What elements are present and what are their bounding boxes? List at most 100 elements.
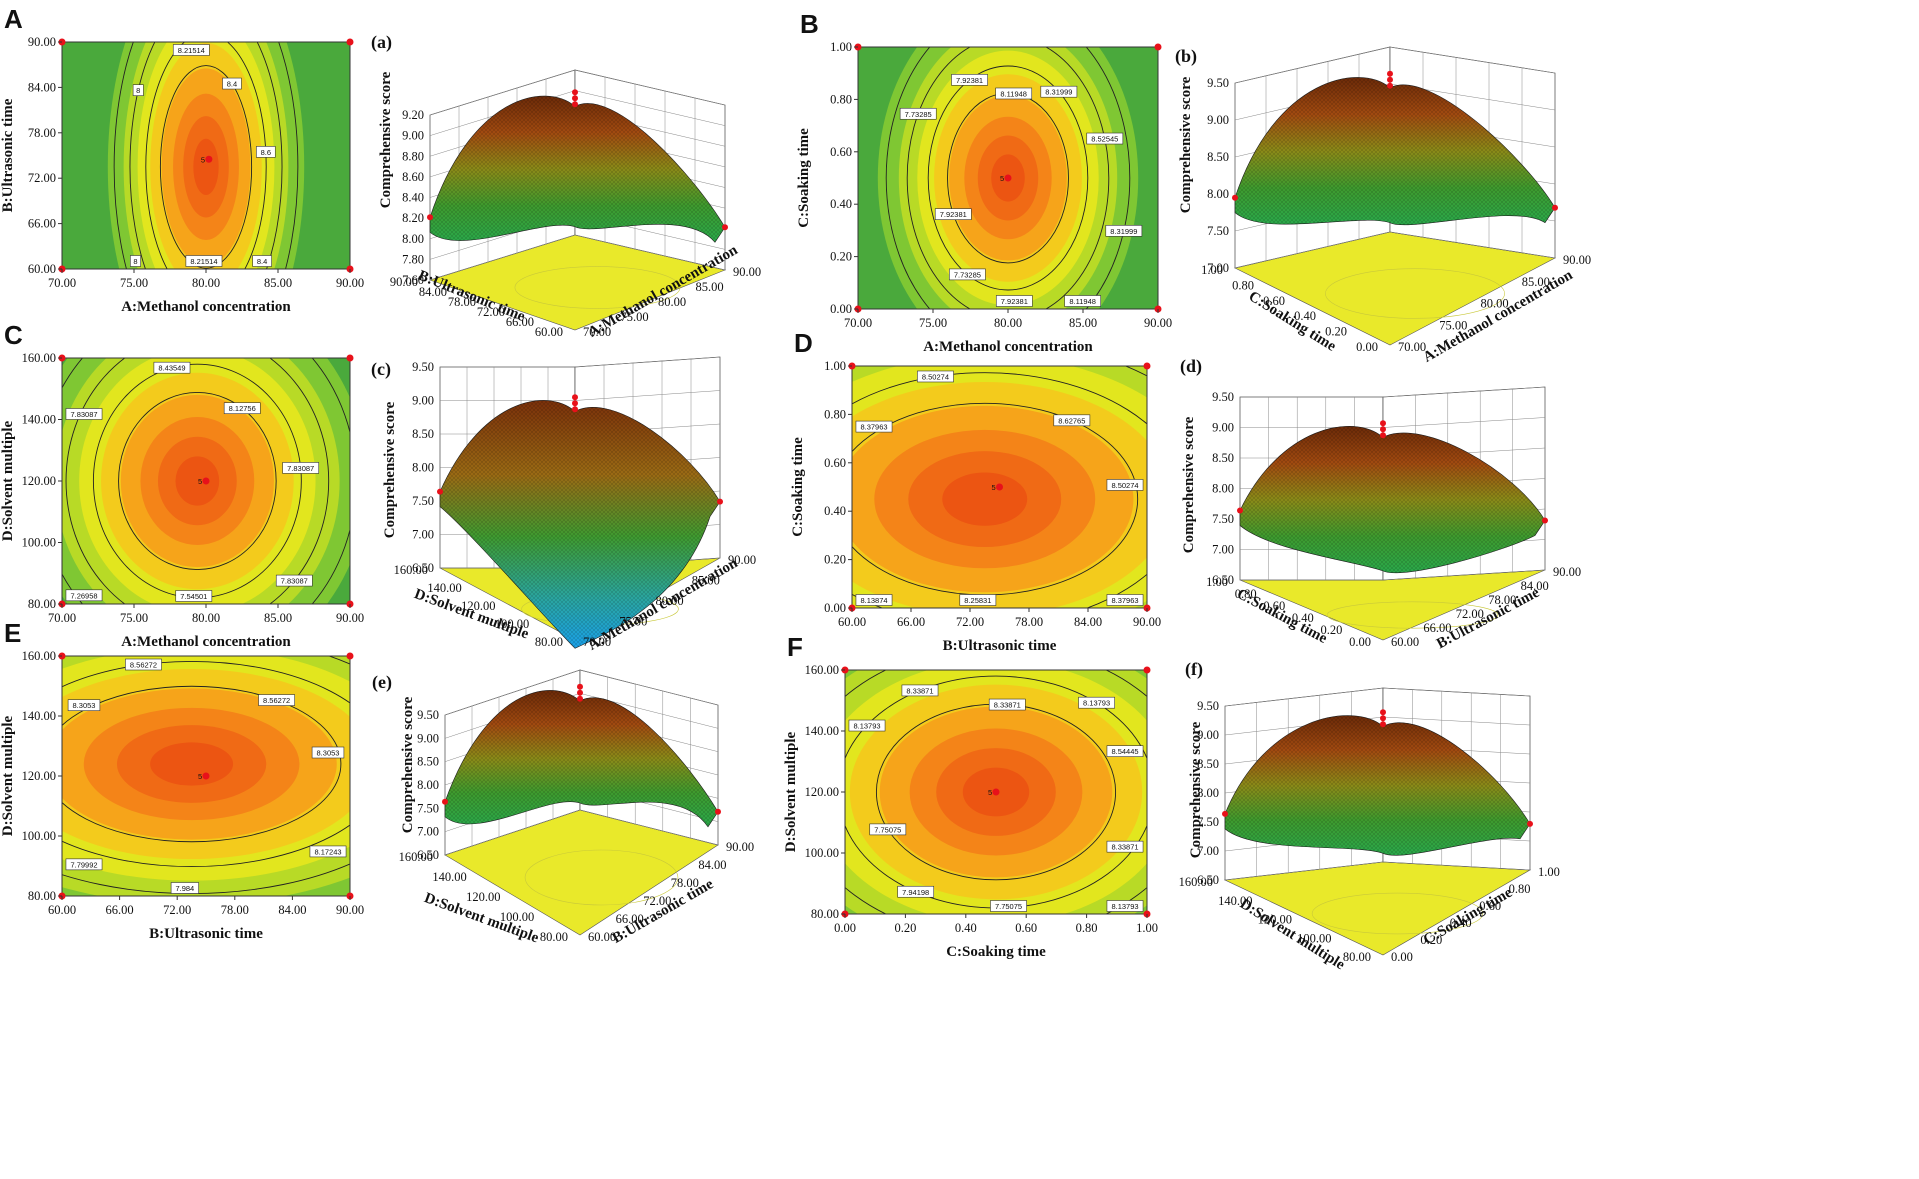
y-tick-label: 60.00	[1391, 635, 1419, 649]
z-tick-label: 7.00	[1207, 261, 1229, 275]
contour-value-label: 7.92381	[995, 295, 1033, 307]
contour-value-label: 8.12756	[223, 402, 261, 415]
svg-text:8.21514: 8.21514	[178, 46, 205, 55]
wall-gridline	[1382, 861, 1531, 871]
y-tick-label: 90.00	[1553, 565, 1581, 579]
y-tick-label: 84.00	[698, 858, 726, 872]
panel-label: (f)	[1185, 659, 1203, 680]
wall-gridline	[574, 356, 721, 368]
y-tick-label: 140.00	[22, 709, 56, 723]
svg-text:8.6: 8.6	[261, 148, 271, 157]
x-tick-label: 72.00	[163, 903, 191, 917]
y-tick-label: 160.00	[805, 663, 839, 677]
x-tick-label: 0.60	[1015, 921, 1037, 935]
surface-plot-b: 7.00 7.50 8.00 8.50 9.00 9.50 0.00 0.20 0.40 0.60…	[1175, 46, 1591, 366]
surface-plot-c: 6.507.007.508.008.509.009.5080.00100.001…	[371, 356, 756, 654]
floor-contour	[514, 266, 681, 309]
contour-value-label: 8.3053	[311, 746, 345, 759]
contour-value-label: 7.83087	[282, 462, 320, 474]
x-tick-label: 70.00	[844, 316, 872, 330]
wall-gridline	[1234, 46, 1391, 84]
z-tick-label: 8.80	[402, 149, 424, 163]
contour-band-7	[193, 138, 219, 195]
center-point-count: 5	[1000, 174, 1004, 183]
y-tick-label: 1.00	[1538, 865, 1560, 879]
x-tick-label: 70.00	[48, 276, 76, 290]
design-point	[1387, 82, 1393, 89]
x-tick-label: 75.00	[919, 316, 947, 330]
x-axis-title: B:Ultrasonic time	[149, 926, 263, 942]
panel-label: C	[4, 320, 23, 350]
x-tick-label: 84.00	[419, 285, 447, 299]
wall-gridline	[574, 234, 726, 271]
x-tick-label: 66.00	[506, 315, 534, 329]
y-tick-label: 120.00	[805, 785, 839, 799]
design-point	[722, 224, 728, 231]
z-tick-label: 7.50	[1197, 815, 1219, 829]
svg-text:8.4: 8.4	[227, 80, 237, 89]
z-tick-label: 7.00	[412, 528, 434, 542]
y-tick-label: 90.00	[733, 265, 761, 279]
z-tick-label: 7.00	[1197, 844, 1219, 858]
x-tick-label: 0.00	[834, 921, 856, 935]
y-tick-label: 80.00	[1481, 297, 1509, 311]
x-tick-label: 0.00	[1356, 340, 1378, 354]
y-tick-label: 80.00	[656, 594, 684, 608]
svg-text:8.33871: 8.33871	[906, 686, 933, 695]
svg-text:8.37963: 8.37963	[860, 423, 887, 432]
z-tick-label: 6.50	[1197, 873, 1219, 887]
x-tick-label: 0.80	[1232, 278, 1254, 292]
x-tick-label: 72.00	[956, 615, 984, 629]
center-point	[992, 788, 1000, 796]
design-point	[442, 798, 448, 805]
contour-line-1	[129, 42, 283, 269]
y-tick-label: 0.60	[824, 456, 846, 470]
y-tick-label: 0.80	[830, 92, 852, 106]
svg-text:8.4: 8.4	[257, 257, 267, 266]
panel-label: (a)	[371, 32, 392, 53]
svg-text:7.83087: 7.83087	[281, 577, 308, 586]
x-tick-label: 85.00	[264, 611, 292, 625]
z-tick-label: 8.50	[1207, 150, 1229, 164]
y-axis-title: D:Solvent multiple	[0, 715, 16, 836]
z-tick-label: 8.00	[417, 778, 439, 792]
x-axis-title: A:Methanol concentration	[923, 339, 1093, 355]
wall-gridline	[1224, 687, 1384, 707]
contour-value-label: 8.13793	[1106, 900, 1144, 912]
x-tick-label: 100.00	[1297, 931, 1331, 945]
wall-gridline	[444, 669, 581, 716]
z-tick-label: 8.50	[412, 427, 434, 441]
contour-line-1	[906, 47, 1110, 309]
y-tick-label: 75.00	[621, 310, 649, 324]
design-point	[1542, 517, 1548, 524]
z-tick-label: 9.00	[402, 129, 424, 143]
y-axis-title: B:Ultrasonic time	[0, 98, 16, 212]
design-point	[1143, 666, 1151, 674]
z-axis-title: Comprehensive score	[1188, 721, 1204, 858]
svg-text:8.3053: 8.3053	[317, 749, 340, 758]
center-point-count: 5	[198, 477, 202, 486]
svg-text:8.33871: 8.33871	[994, 701, 1021, 710]
x-tick-label: 140.00	[432, 870, 466, 884]
svg-text:8.56272: 8.56272	[263, 696, 290, 705]
svg-text:8.62765: 8.62765	[1058, 416, 1085, 425]
z-tick-label: 8.00	[1212, 482, 1234, 496]
svg-text:8.33871: 8.33871	[1111, 843, 1138, 852]
x-tick-label: 100.00	[495, 617, 529, 631]
contour-band-7	[942, 472, 1028, 526]
svg-text:8.13874: 8.13874	[860, 596, 887, 605]
z-tick-label: 7.00	[1212, 543, 1234, 557]
svg-text:8.3053: 8.3053	[73, 701, 96, 710]
z-tick-label: 6.50	[1212, 573, 1234, 587]
svg-text:8.25831: 8.25831	[964, 596, 991, 605]
panel-label: A	[4, 4, 23, 34]
surface-plot-f: 6.50 7.00 7.50 8.00 8.50 9.00 9.50 80.00 100.00 1…	[1179, 659, 1560, 973]
z-axis-title: Comprehensive score	[382, 401, 398, 538]
contour-line-1	[65, 358, 330, 604]
y-tick-label: 0.40	[1450, 916, 1472, 930]
panel-label: B	[800, 9, 819, 39]
y-tick-label: 1.00	[824, 359, 846, 373]
z-tick-label: 8.60	[402, 170, 424, 184]
z-tick-label: 9.50	[1197, 699, 1219, 713]
